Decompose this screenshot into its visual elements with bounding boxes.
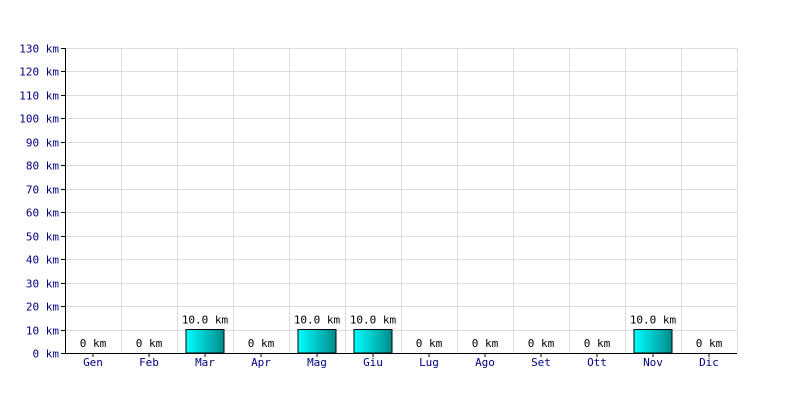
y-tick-label: 130 km xyxy=(19,43,59,56)
grid-layer xyxy=(65,48,738,353)
bar-value-label: 0 km xyxy=(528,337,555,350)
bar-value-label: 0 km xyxy=(584,337,611,350)
x-tick-label: Apr xyxy=(251,356,271,369)
x-tick-label: Dic xyxy=(699,356,719,369)
bar-value-label: 0 km xyxy=(248,337,275,350)
x-tick-label: Gen xyxy=(83,356,103,369)
y-tick-label: 90 km xyxy=(26,137,59,150)
bar-value-label: 10.0 km xyxy=(350,314,397,327)
bar xyxy=(633,329,673,354)
y-tick-label: 110 km xyxy=(19,90,59,103)
y-tick-label: 100 km xyxy=(19,113,59,126)
bar-value-label: 10.0 km xyxy=(182,314,229,327)
bar xyxy=(297,329,337,354)
bar-value-label: 0 km xyxy=(136,337,163,350)
y-tick-label: 0 km xyxy=(33,348,60,361)
x-tick-label: Lug xyxy=(419,356,439,369)
y-tick-label: 80 km xyxy=(26,160,59,173)
y-tick-label: 40 km xyxy=(26,254,59,267)
bar-value-label: 0 km xyxy=(80,337,107,350)
y-tick-label: 120 km xyxy=(19,66,59,79)
y-tick-label: 10 km xyxy=(26,325,59,338)
bar xyxy=(353,329,393,354)
bar-value-label: 0 km xyxy=(472,337,499,350)
x-tick-label: Giu xyxy=(363,356,383,369)
y-tick-label: 20 km xyxy=(26,301,59,314)
bar-value-label: 0 km xyxy=(416,337,443,350)
axis-layer xyxy=(61,48,737,357)
x-tick-label: Ago xyxy=(475,356,495,369)
bar-value-label: 0 km xyxy=(696,337,723,350)
x-tick-label: Set xyxy=(531,356,551,369)
bar xyxy=(185,329,225,354)
bar-value-label: 10.0 km xyxy=(630,314,677,327)
bar-value-label: 10.0 km xyxy=(294,314,341,327)
label-layer: 0 km 10 km 20 km 30 km 40 km 50 km 60 km 70 km 8… xyxy=(19,43,722,370)
y-tick-label: 70 km xyxy=(26,184,59,197)
y-tick-label: 50 km xyxy=(26,231,59,244)
x-tick-label: Mag xyxy=(307,356,327,369)
y-tick-label: 30 km xyxy=(26,278,59,291)
bar-layer xyxy=(185,329,673,354)
y-tick-label: 60 km xyxy=(26,207,59,220)
x-tick-label: Nov xyxy=(643,356,663,369)
x-tick-label: Ott xyxy=(587,356,607,369)
x-tick-label: Feb xyxy=(139,356,159,369)
x-tick-label: Mar xyxy=(195,356,215,369)
